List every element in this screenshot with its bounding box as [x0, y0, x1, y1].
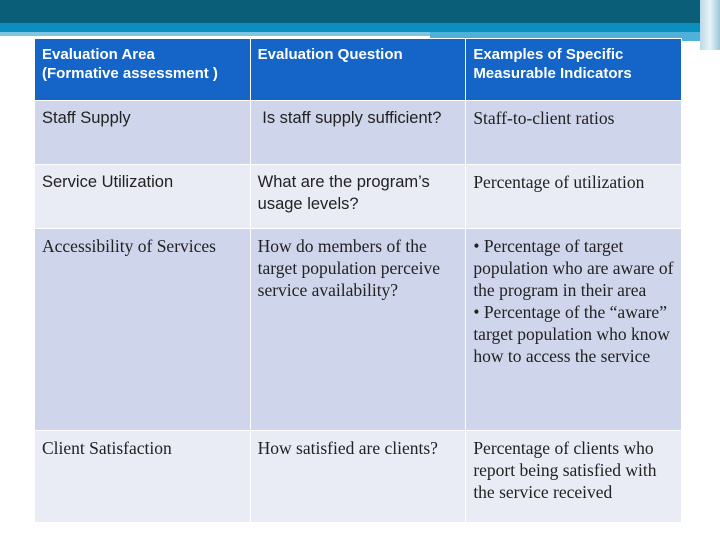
indicator-bullet: • Percentage of the “aware” target popul… — [473, 302, 670, 366]
corner-decoration — [700, 0, 720, 50]
cell-question: What are the program’s usage levels? — [249, 164, 467, 229]
title-bar-decoration — [0, 0, 720, 23]
cell-question: How do members of the target population … — [249, 228, 467, 431]
table-row: Accessibility of Services How do members… — [34, 228, 682, 431]
cell-question: How satisfied are clients? — [249, 430, 467, 523]
cell-area: Accessibility of Services — [34, 228, 251, 431]
accent-strip — [0, 23, 720, 32]
header-indicators: Examples of Specific Measurable Indicato… — [465, 38, 682, 101]
cell-area: Client Satisfaction — [34, 430, 251, 523]
cell-indicators: Staff-to-client ratios — [465, 100, 682, 165]
header-evaluation-question: Evaluation Question — [249, 38, 467, 101]
cell-area: Service Utilization — [34, 164, 251, 229]
header-row: Evaluation Area (Formative assessment ) … — [34, 38, 682, 101]
table-row: Staff Supply Is staff supply sufficient?… — [34, 100, 682, 165]
header-evaluation-area: Evaluation Area (Formative assessment ) — [34, 38, 251, 101]
cell-indicators: Percentage of utilization — [465, 164, 682, 229]
cell-indicators: • Percentage of target population who ar… — [465, 228, 682, 431]
table-row: Service Utilization What are the program… — [34, 164, 682, 229]
accent-strip-right — [430, 32, 720, 41]
table-row: Client Satisfaction How satisfied are cl… — [34, 430, 682, 523]
evaluation-table: Evaluation Area (Formative assessment ) … — [34, 38, 682, 523]
accent-strip-light — [0, 32, 430, 36]
indicator-bullet: • Percentage of target population who ar… — [473, 236, 674, 300]
cell-area: Staff Supply — [34, 100, 251, 165]
cell-indicators: Percentage of clients who report being s… — [465, 430, 682, 523]
cell-question: Is staff supply sufficient? — [249, 100, 467, 165]
